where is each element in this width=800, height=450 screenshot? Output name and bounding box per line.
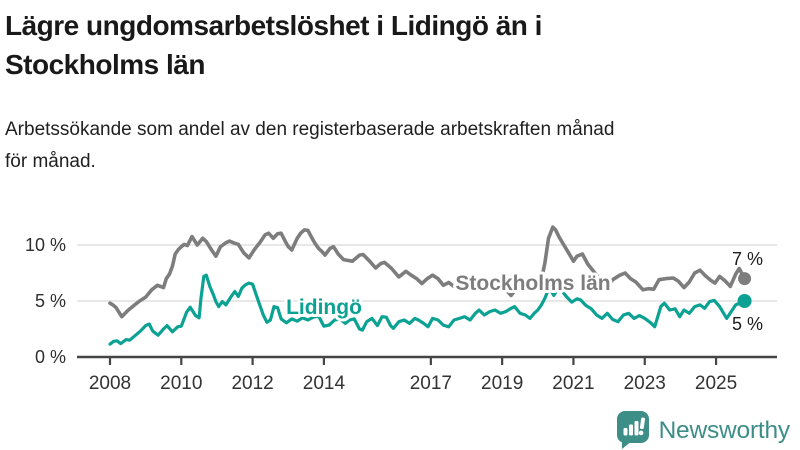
series-end-dot (738, 272, 752, 286)
series-end-markers: 7 % 5 % (732, 249, 763, 334)
title-line-1: Lägre ungdomsarbetslöshet i Lidingö än i (5, 10, 542, 41)
series-line-lidingo (108, 273, 747, 346)
page-title: Lägre ungdomsarbetslöshet i Lidingö än i… (5, 6, 542, 84)
series-label-stockholms-lan: Stockholms län (455, 272, 610, 295)
series-end-value-label: 7 % (732, 249, 763, 269)
series-lines (108, 225, 747, 346)
plot-svg: 0 %5 %10 % 2008 2010 2012 2014 2017 2019 2021 2… (25, 225, 777, 394)
x-tick-label: 2023 (624, 373, 666, 394)
x-tick-label: 2019 (481, 373, 523, 394)
bar-chart-icon (623, 417, 645, 436)
x-tick-label: 2021 (552, 373, 594, 394)
newsworthy-logo[interactable]: Newsworthy (616, 411, 790, 450)
x-tick-label: 2012 (231, 373, 273, 394)
newsworthy-logo-icon (616, 411, 649, 449)
y-tick-label: 0 % (35, 347, 66, 367)
y-tick-label: 10 % (25, 235, 66, 255)
series-end-dot (737, 294, 752, 308)
x-tick-label: 2014 (303, 373, 346, 394)
gridlines: 0 % 5 % 10 % (25, 235, 777, 367)
subtitle-line-1: Arbetssökande som andel av den registerb… (5, 119, 615, 140)
subtitle-line-2: för månad. (5, 151, 96, 172)
series-label-lidingo: Lidingö (286, 296, 362, 319)
title-line-2: Stockholms län (5, 49, 205, 80)
x-axis: 2008 2010 2012 2014 2017 2019 2021 2023 2025 (77, 355, 777, 394)
x-tick-label: 2008 (89, 373, 131, 394)
x-tick-label: 2010 (160, 373, 202, 394)
y-tick-label: 5 % (35, 291, 66, 311)
line-chart: 0 % 5 % 10 % 2008 2010 2012 2014 2017 2019 2021 2… (0, 200, 800, 450)
series-line-stockholms-lan (108, 225, 747, 319)
series-end-value-label: 5 % (732, 314, 763, 334)
x-tick-label: 2025 (695, 373, 737, 394)
exclamation-icon (638, 417, 645, 436)
chart-subtitle: Arbetssökande som andel av den registerb… (5, 114, 614, 178)
x-tick-label: 2017 (410, 373, 452, 394)
newsworthy-logo-text: Newsworthy (658, 416, 791, 444)
